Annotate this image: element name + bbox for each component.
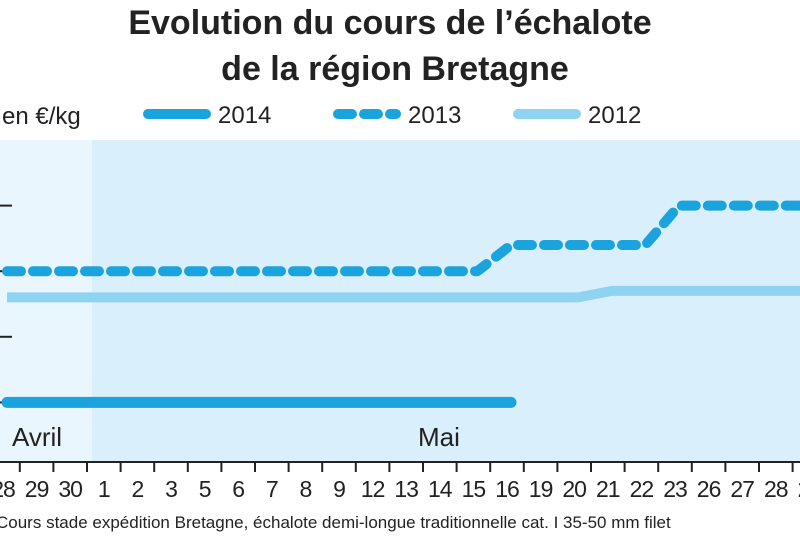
legend: 2014 2013 2012 (143, 102, 641, 129)
x-tick-label: 22 (630, 476, 654, 502)
month-label: Avril (12, 422, 62, 452)
x-tick-label: 1 (98, 476, 110, 502)
x-tick-label: 7 (266, 476, 278, 502)
x-tick-label: 29 (798, 476, 800, 502)
x-tick-label: 16 (495, 476, 519, 502)
x-tick-label: 13 (394, 476, 418, 502)
x-tick-label: 28 (764, 476, 788, 502)
x-tick-label: 19 (529, 476, 553, 502)
series-line-2013 (2, 200, 800, 277)
x-tick-label: 21 (596, 476, 620, 502)
x-tick-label: 27 (730, 476, 754, 502)
legend-label-2014: 2014 (218, 102, 271, 129)
x-tick-label: 2 (132, 476, 144, 502)
legend-label-2012: 2012 (588, 102, 641, 129)
x-tick-label: 20 (562, 476, 586, 502)
month-labels: Avril Mai (12, 422, 460, 452)
x-tick-label: 14 (428, 476, 453, 502)
source-note: Cours stade expédition Bretagne, échalot… (0, 513, 671, 532)
series-line-2012 (7, 285, 800, 303)
x-tick-label: 6 (232, 476, 244, 502)
x-tick-label: 8 (300, 476, 312, 502)
x-tick-label: 12 (361, 476, 385, 502)
y-axis-unit-label: en €/kg (2, 103, 81, 130)
series-lines (1, 200, 800, 408)
x-tick-label: 5 (199, 476, 211, 502)
chart-title-line2: de la région Bretagne (221, 50, 569, 88)
x-tick-label: 29 (25, 476, 49, 502)
legend-label-2013: 2013 (408, 102, 461, 129)
x-axis-ticks: 2829301235678912131415161920212223262728… (0, 462, 800, 502)
x-tick-label: 26 (697, 476, 721, 502)
chart-title-line1: Evolution du cours de l’échalote (128, 4, 651, 42)
x-tick-label: 15 (462, 476, 486, 502)
x-tick-label: 30 (58, 476, 82, 502)
x-tick-label: 9 (333, 476, 345, 502)
x-tick-label: 28 (0, 476, 15, 502)
month-label: Mai (418, 422, 460, 452)
x-tick-label: 3 (165, 476, 177, 502)
x-tick-label: 23 (663, 476, 687, 502)
